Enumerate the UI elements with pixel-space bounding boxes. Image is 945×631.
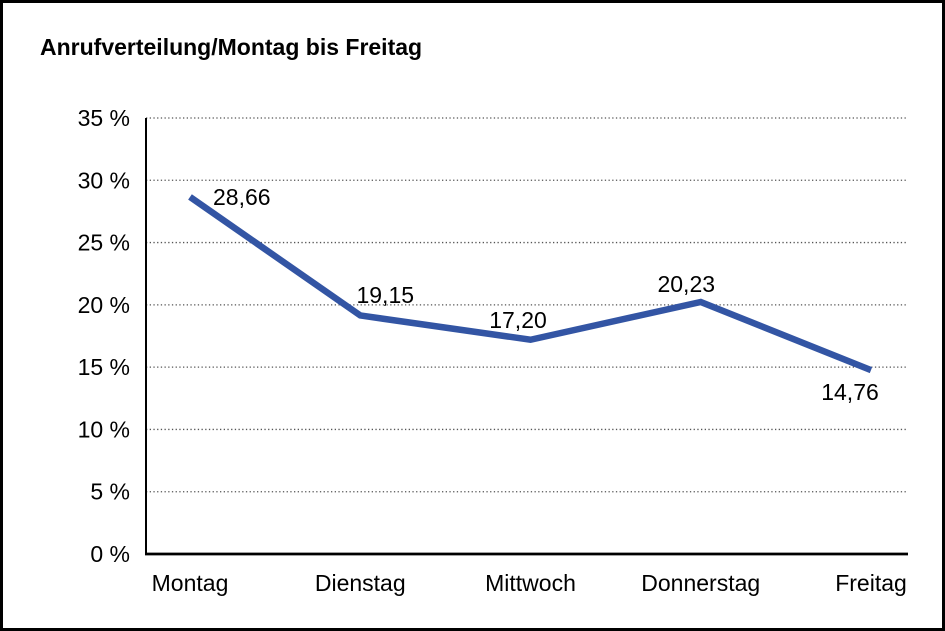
data-line [188,194,873,374]
y-tick-label: 25 % [78,230,130,256]
chart-canvas: 0 % 5 % 10 % 15 % 20 % 25 % 30 % 35 % Montag Dien… [78,105,908,596]
data-value-label: 17,20 [489,307,547,333]
x-category-label: Donnerstag [641,570,760,596]
y-tick-label: 30 % [78,167,130,193]
data-value-label: 28,66 [213,184,271,210]
x-category-label: Mittwoch [485,570,576,596]
data-value-label: 14,76 [821,379,879,405]
data-value-label: 19,15 [356,282,414,308]
data-value-label: 20,23 [657,271,715,297]
chart-title: Anrufverteilung/Montag bis Freitag [40,34,423,60]
y-tick-label: 10 % [78,416,130,442]
y-tick-label: 35 % [78,105,130,131]
y-tick-label: 15 % [78,354,130,380]
y-tick-label: 5 % [90,479,130,505]
y-tick-label: 20 % [78,292,130,318]
x-category-label: Montag [152,570,229,596]
x-category-label: Dienstag [315,570,406,596]
y-tick-label: 0 % [90,541,130,567]
x-category-label: Freitag [835,570,907,596]
